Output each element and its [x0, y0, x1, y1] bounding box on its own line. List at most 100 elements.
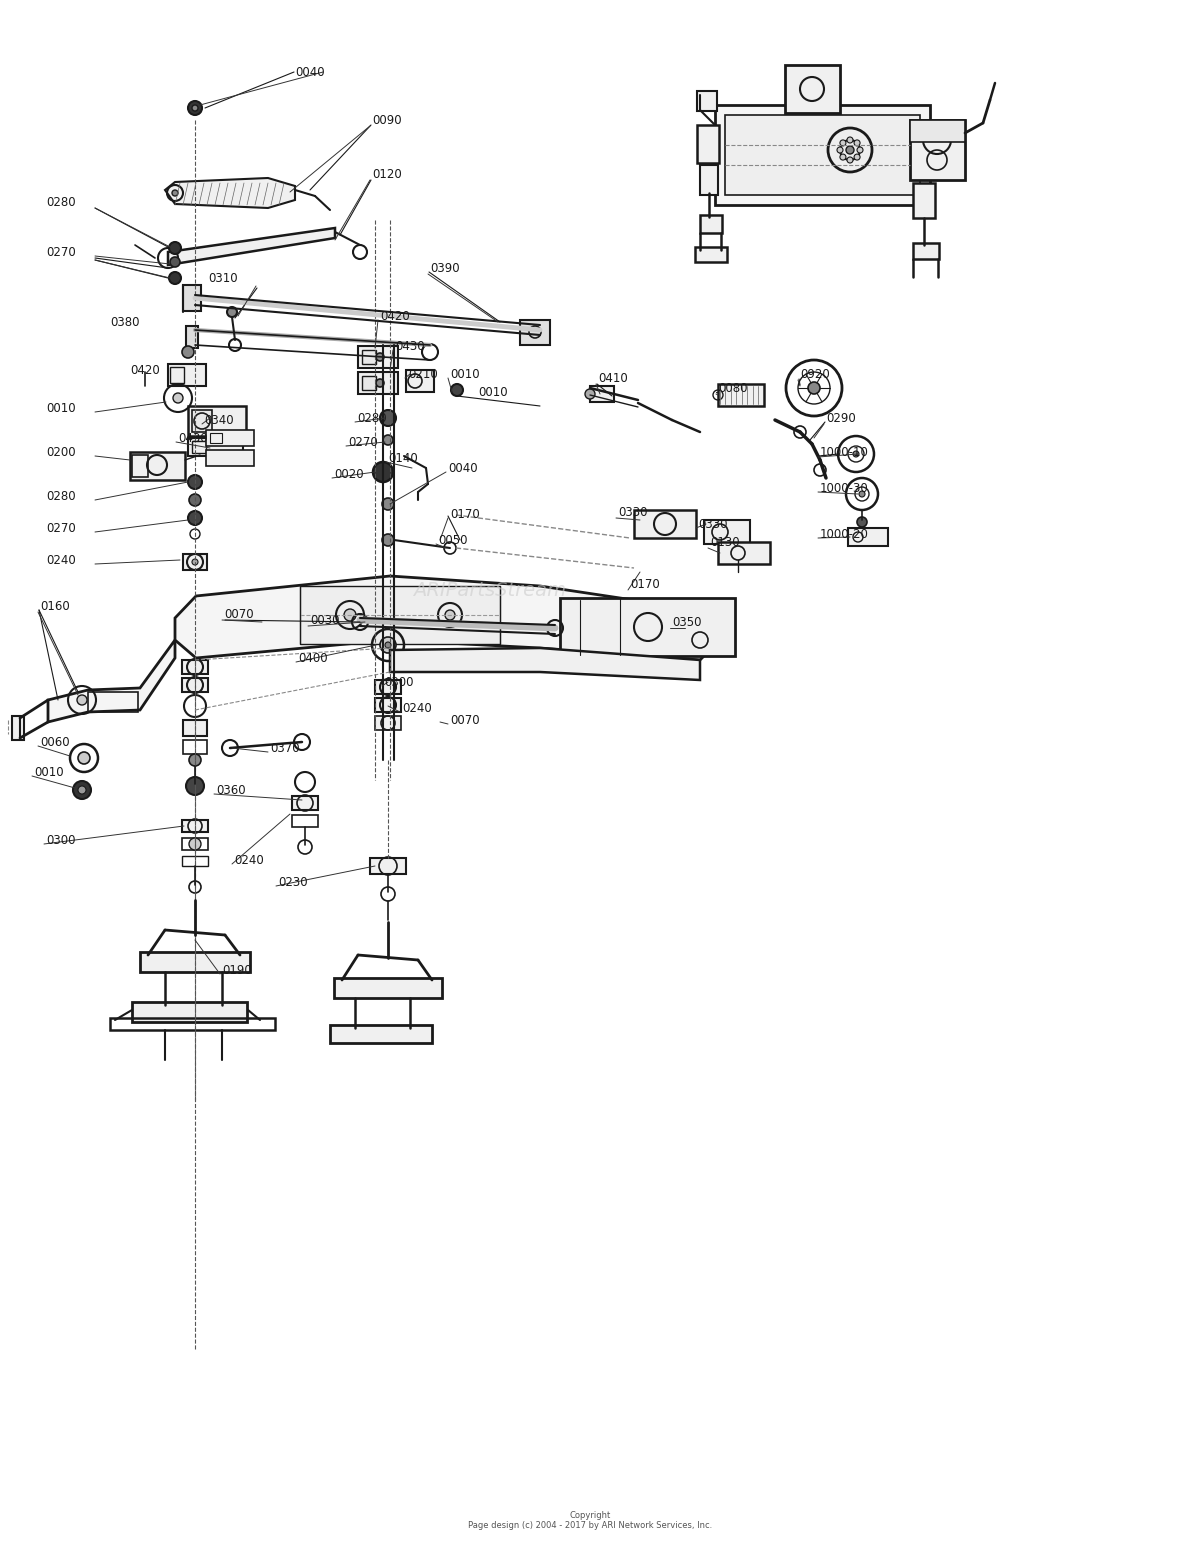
Bar [170, 367, 184, 383]
Bar [300, 586, 500, 644]
Text: 0030: 0030 [310, 614, 340, 627]
Bar [910, 120, 965, 180]
Bar [186, 327, 198, 349]
Bar [406, 370, 434, 392]
Text: 0270: 0270 [46, 522, 76, 535]
Bar [182, 660, 208, 674]
Text: 0920: 0920 [800, 367, 830, 380]
Text: 0270: 0270 [46, 245, 76, 258]
Text: 0240: 0240 [402, 702, 432, 714]
Circle shape [840, 155, 846, 159]
Text: 0290: 0290 [826, 411, 856, 425]
Text: 0060: 0060 [40, 736, 70, 749]
Circle shape [188, 511, 202, 525]
Circle shape [173, 392, 183, 403]
Text: 0080: 0080 [717, 381, 747, 394]
Circle shape [853, 452, 859, 456]
Bar [634, 510, 696, 538]
Circle shape [857, 517, 867, 527]
Text: 0270: 0270 [348, 436, 378, 449]
Bar [725, 116, 920, 195]
Circle shape [170, 256, 181, 267]
Text: 0280: 0280 [46, 489, 76, 502]
Bar [206, 430, 254, 445]
Bar [168, 364, 206, 386]
Circle shape [169, 272, 181, 284]
Bar [695, 247, 727, 263]
Bar [700, 216, 722, 233]
Bar [291, 814, 317, 827]
Bar [183, 284, 201, 311]
Text: 1000-20: 1000-20 [820, 527, 868, 541]
Bar [704, 520, 750, 544]
Circle shape [182, 345, 194, 358]
Circle shape [77, 696, 87, 705]
Text: 0020: 0020 [334, 467, 363, 480]
Circle shape [837, 147, 843, 153]
Text: 0200: 0200 [46, 445, 76, 458]
Circle shape [385, 642, 391, 649]
Bar [785, 66, 840, 113]
Circle shape [451, 384, 463, 395]
Bar [910, 120, 965, 142]
Text: 0360: 0360 [216, 783, 245, 797]
Circle shape [857, 147, 863, 153]
Circle shape [189, 753, 201, 766]
Circle shape [384, 435, 393, 445]
Bar [375, 699, 401, 713]
Bar [132, 1002, 247, 1022]
Text: 0400: 0400 [299, 652, 328, 664]
Bar [110, 1018, 275, 1030]
Circle shape [380, 638, 396, 653]
Bar [12, 716, 24, 739]
Text: 0010: 0010 [478, 386, 507, 399]
Bar [715, 105, 930, 205]
Text: 0140: 0140 [388, 452, 418, 464]
Circle shape [172, 191, 178, 195]
Bar [140, 952, 250, 972]
Circle shape [380, 410, 396, 427]
Text: 0240: 0240 [234, 853, 264, 866]
Bar [192, 410, 212, 431]
Polygon shape [168, 228, 335, 266]
Bar [182, 857, 208, 866]
Circle shape [808, 381, 820, 394]
Bar [371, 858, 406, 874]
Bar [375, 716, 401, 730]
Bar [697, 91, 717, 111]
Text: 0420: 0420 [380, 309, 409, 322]
Circle shape [78, 752, 90, 764]
Bar [206, 450, 254, 466]
Bar [848, 528, 889, 545]
Bar [913, 183, 935, 217]
Bar [182, 821, 208, 832]
Bar [192, 441, 206, 453]
Polygon shape [48, 639, 175, 722]
Text: 0010: 0010 [34, 766, 64, 778]
Bar [183, 739, 206, 753]
Bar [717, 542, 771, 564]
Text: 0380: 0380 [110, 316, 139, 328]
Circle shape [186, 777, 204, 796]
Bar [362, 377, 376, 391]
Bar [330, 1025, 432, 1043]
Bar [291, 796, 317, 810]
Circle shape [189, 494, 201, 506]
Bar [183, 553, 206, 570]
Circle shape [376, 353, 384, 361]
Bar [182, 838, 208, 850]
Bar [358, 345, 398, 367]
Polygon shape [391, 649, 700, 680]
Circle shape [73, 782, 91, 799]
Circle shape [188, 102, 202, 116]
Circle shape [854, 141, 860, 145]
Circle shape [189, 838, 201, 850]
Circle shape [192, 560, 198, 564]
Bar [130, 452, 185, 480]
Text: 0410: 0410 [598, 372, 628, 384]
Text: 0070: 0070 [450, 713, 479, 727]
Text: 0010: 0010 [450, 367, 479, 380]
Bar [188, 406, 245, 436]
Bar [88, 692, 138, 713]
Bar [132, 455, 148, 477]
